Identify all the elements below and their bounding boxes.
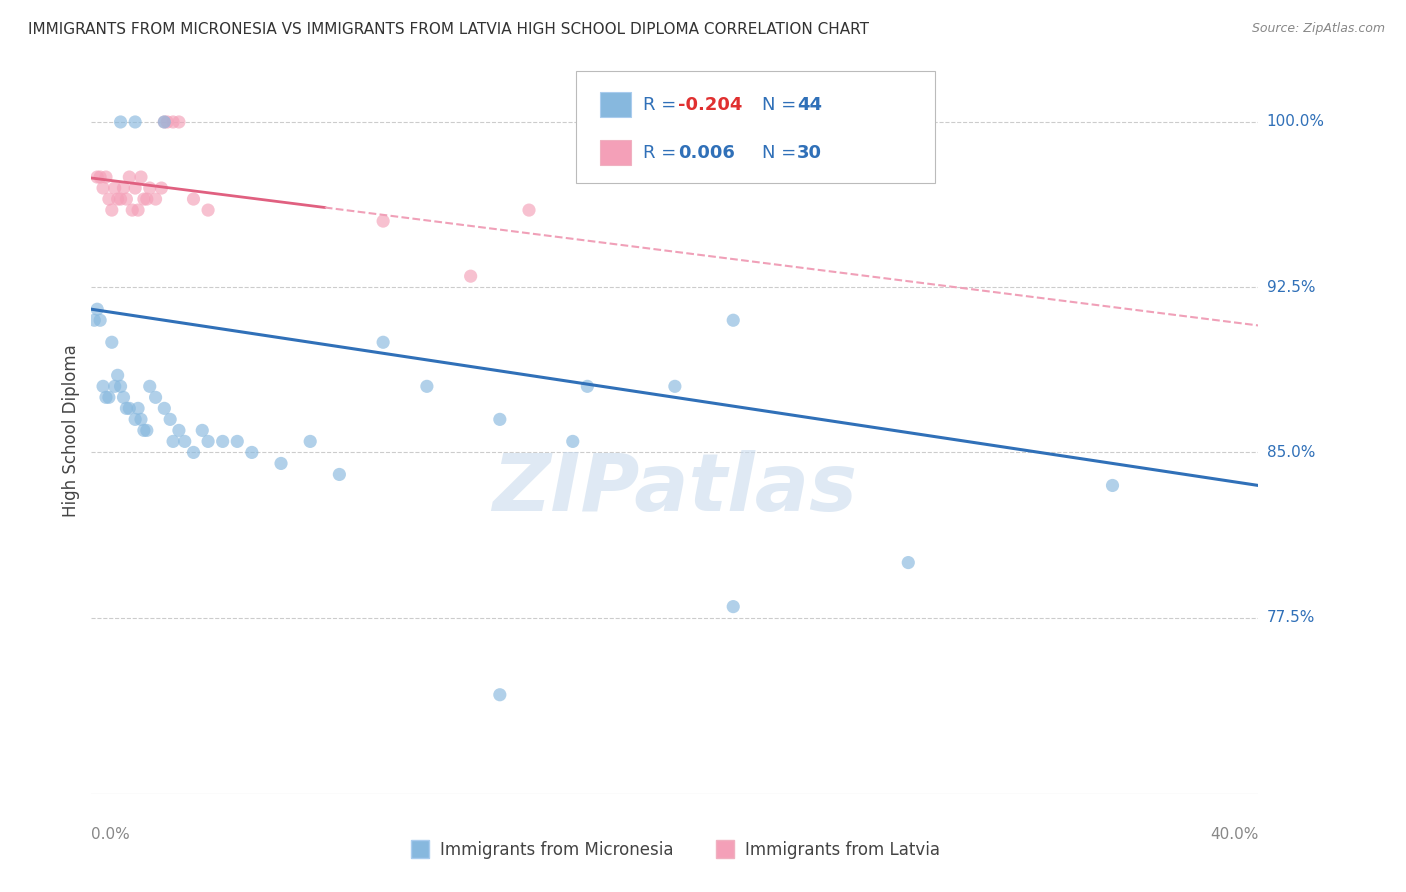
Text: 0.0%: 0.0% [91,827,131,842]
Point [118,401,141,416]
Point [156,115,179,129]
Text: IMMIGRANTS FROM MICRONESIA VS IMMIGRANTS FROM LATVIA HIGH SCHOOL DIPLOMA CORRELA: IMMIGRANTS FROM MICRONESIA VS IMMIGRANTS… [28,22,869,37]
Point [97,192,120,206]
Point [299,434,322,449]
Point [162,115,184,129]
Point [153,115,176,129]
Point [897,556,920,570]
Point [162,434,184,449]
Text: 40.0%: 40.0% [1211,827,1258,842]
Point [112,390,135,404]
Point [110,379,132,393]
Y-axis label: High School Diploma: High School Diploma [62,344,80,516]
Point [167,424,190,438]
Point [94,390,117,404]
Point [489,412,512,426]
Point [115,401,138,416]
Text: -0.204: -0.204 [678,95,742,113]
Text: 92.5%: 92.5% [1267,280,1315,294]
Point [634,115,657,129]
Point [561,434,583,449]
Point [124,412,146,426]
Point [135,424,157,438]
Point [167,115,190,129]
Text: Source: ZipAtlas.com: Source: ZipAtlas.com [1251,22,1385,36]
Point [240,445,263,459]
Legend: Immigrants from Micronesia, Immigrants from Latvia: Immigrants from Micronesia, Immigrants f… [404,834,946,865]
Point [145,192,167,206]
Point [664,379,686,393]
Point [83,313,105,327]
Text: 0.006: 0.006 [678,144,734,161]
Point [576,115,599,129]
Point [183,445,205,459]
Point [89,313,111,327]
Text: 85.0%: 85.0% [1267,445,1315,460]
Point [127,203,149,218]
Point [86,169,108,184]
Point [94,169,117,184]
Point [121,203,143,218]
Point [226,434,249,449]
Text: R =: R = [643,144,682,161]
Point [371,214,394,228]
Point [153,401,176,416]
Point [101,335,124,350]
Text: 100.0%: 100.0% [1267,114,1324,129]
Point [86,302,108,317]
Point [89,169,111,184]
Point [129,169,152,184]
Point [416,379,439,393]
Point [489,688,512,702]
Point [150,181,173,195]
Point [104,379,127,393]
Point [197,434,219,449]
Text: N =: N = [762,95,801,113]
Text: R =: R = [643,95,682,113]
Point [97,390,120,404]
Point [371,335,394,350]
Point [118,169,141,184]
Text: ZIPatlas: ZIPatlas [492,450,858,527]
Point [723,599,745,614]
Point [124,181,146,195]
Point [132,424,155,438]
Point [153,115,176,129]
Point [145,390,167,404]
Point [127,401,149,416]
Point [110,115,132,129]
Point [1101,478,1123,492]
Point [173,434,195,449]
Point [460,269,482,284]
Point [132,192,155,206]
Point [138,181,162,195]
Point [104,181,127,195]
Point [135,192,157,206]
Point [129,412,152,426]
Point [197,203,219,218]
Point [159,412,181,426]
Point [328,467,350,482]
Point [110,192,132,206]
Point [101,203,124,218]
Point [91,181,114,195]
Point [91,379,114,393]
Point [517,203,540,218]
Text: 77.5%: 77.5% [1267,610,1315,625]
Point [107,192,129,206]
Point [115,192,138,206]
Point [138,379,162,393]
Point [576,379,599,393]
Text: 30: 30 [797,144,823,161]
Text: N =: N = [762,144,801,161]
Point [191,424,214,438]
Point [723,313,745,327]
Point [211,434,233,449]
Text: 44: 44 [797,95,823,113]
Point [124,115,146,129]
Point [107,368,129,383]
Point [112,181,135,195]
Point [270,457,292,471]
Point [183,192,205,206]
